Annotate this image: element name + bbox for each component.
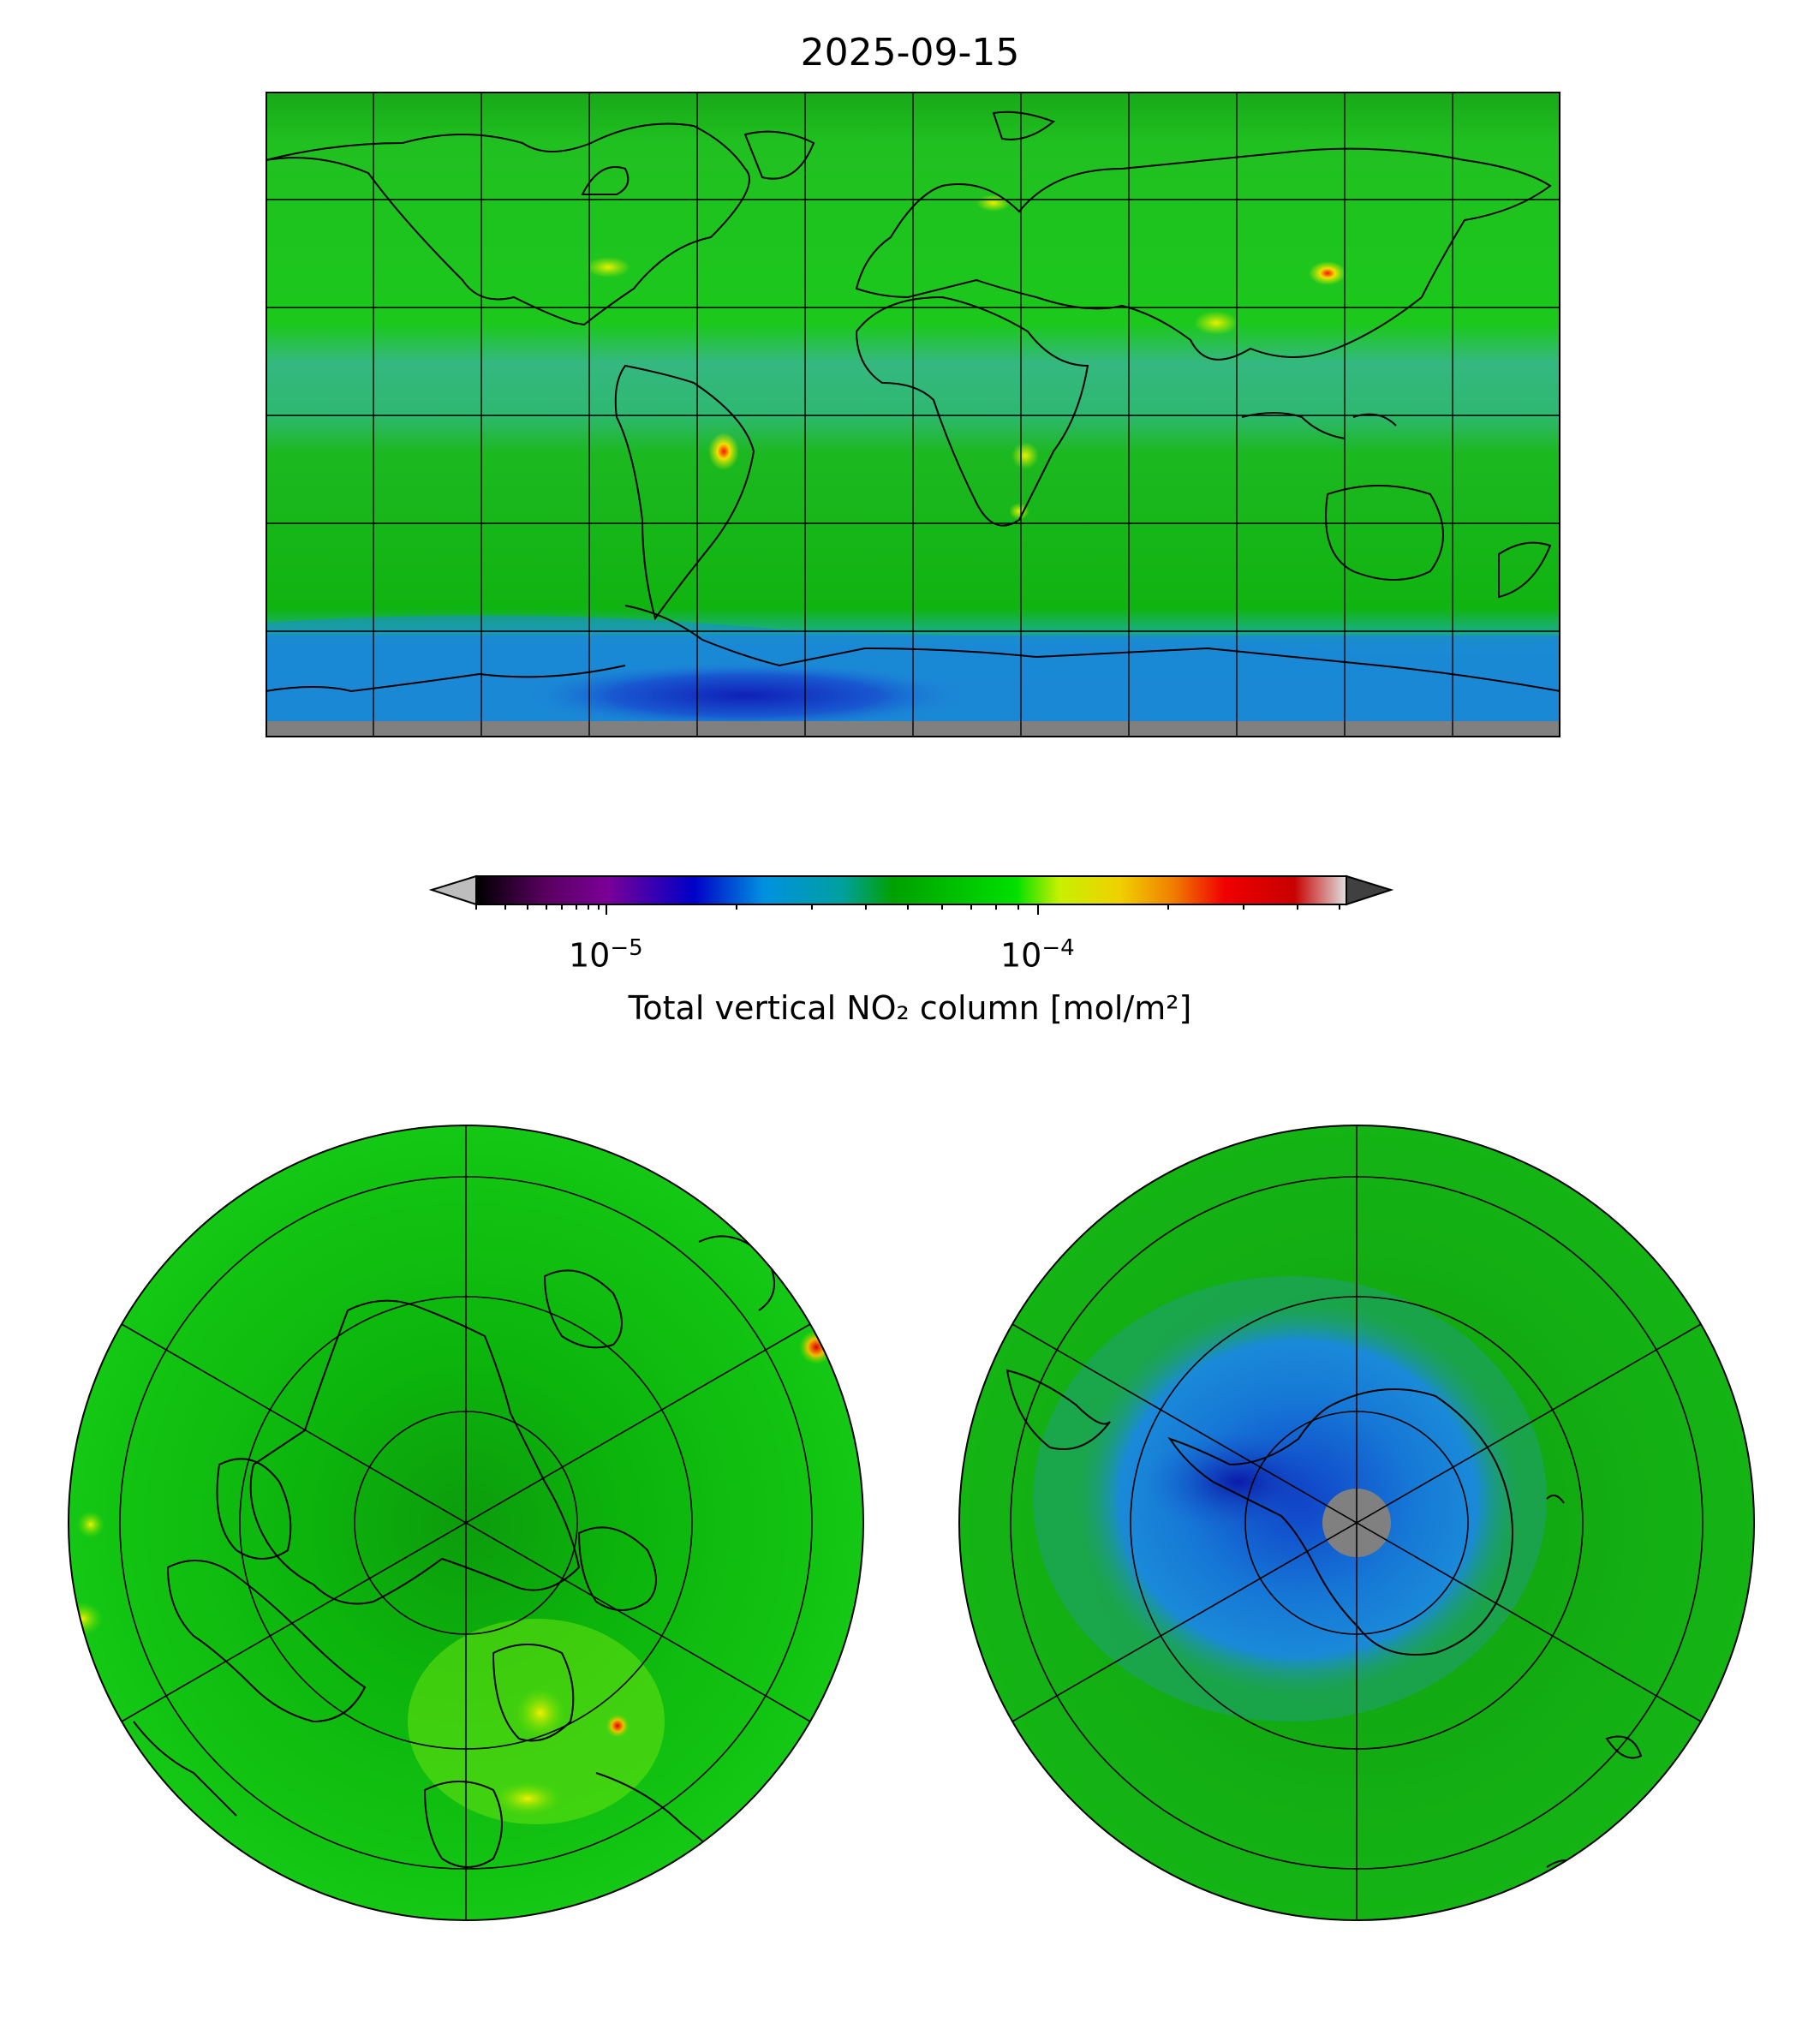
north-warm-spot-4	[77, 1511, 104, 1538]
global-map-svg	[266, 92, 1560, 737]
colorbar-under-arrow	[428, 874, 477, 906]
tick-base: 10	[1000, 936, 1042, 975]
colorbar	[428, 874, 1396, 925]
hotspot-africa	[1011, 442, 1039, 469]
global-map	[266, 92, 1560, 737]
north-graticule	[119, 1125, 813, 1920]
colorbar-label: Total vertical NO₂ column [mol/m²]	[628, 989, 1192, 1027]
hotspot-east-asia	[1309, 261, 1346, 285]
north-coastlines	[133, 1235, 775, 1877]
hotspot-north-america	[586, 257, 630, 277]
south-deep-minimum	[1144, 1430, 1333, 1533]
south-frame	[958, 1125, 1755, 1921]
colorbar-tick-label-1e-4: 10−4	[1000, 935, 1075, 975]
colorbar-tick-label-1e-5: 10−5	[569, 935, 643, 975]
colorbar-over-arrow	[1346, 874, 1394, 906]
global-frame	[266, 92, 1560, 737]
north-polar-map	[65, 1122, 867, 1924]
south-graticule	[1010, 1125, 1704, 1920]
south-polar-map	[956, 1122, 1757, 1924]
tick-exponent: −4	[1041, 935, 1075, 961]
colorbar-ticks	[475, 904, 1340, 915]
hotspot-south-africa	[1009, 503, 1029, 520]
antarctic-hole	[522, 661, 968, 730]
tick-base: 10	[569, 936, 611, 975]
north-warm-spot-1	[515, 1687, 566, 1739]
north-hot-spot-1	[606, 1714, 630, 1738]
hotspot-europe	[976, 194, 1011, 212]
north-warm-spot-2	[493, 1781, 562, 1816]
south-polar-svg	[958, 1125, 1755, 1921]
north-polar-svg	[68, 1125, 864, 1921]
hotspot-india	[1194, 311, 1238, 335]
figure-title: 2025-09-15	[800, 31, 1020, 75]
colorbar-gradient	[475, 875, 1347, 905]
colorbar-svg	[428, 874, 1394, 915]
hotspot-south-america	[708, 433, 739, 470]
north-frame	[68, 1125, 864, 1921]
tick-exponent: −5	[610, 935, 643, 961]
graticule	[266, 92, 1560, 737]
